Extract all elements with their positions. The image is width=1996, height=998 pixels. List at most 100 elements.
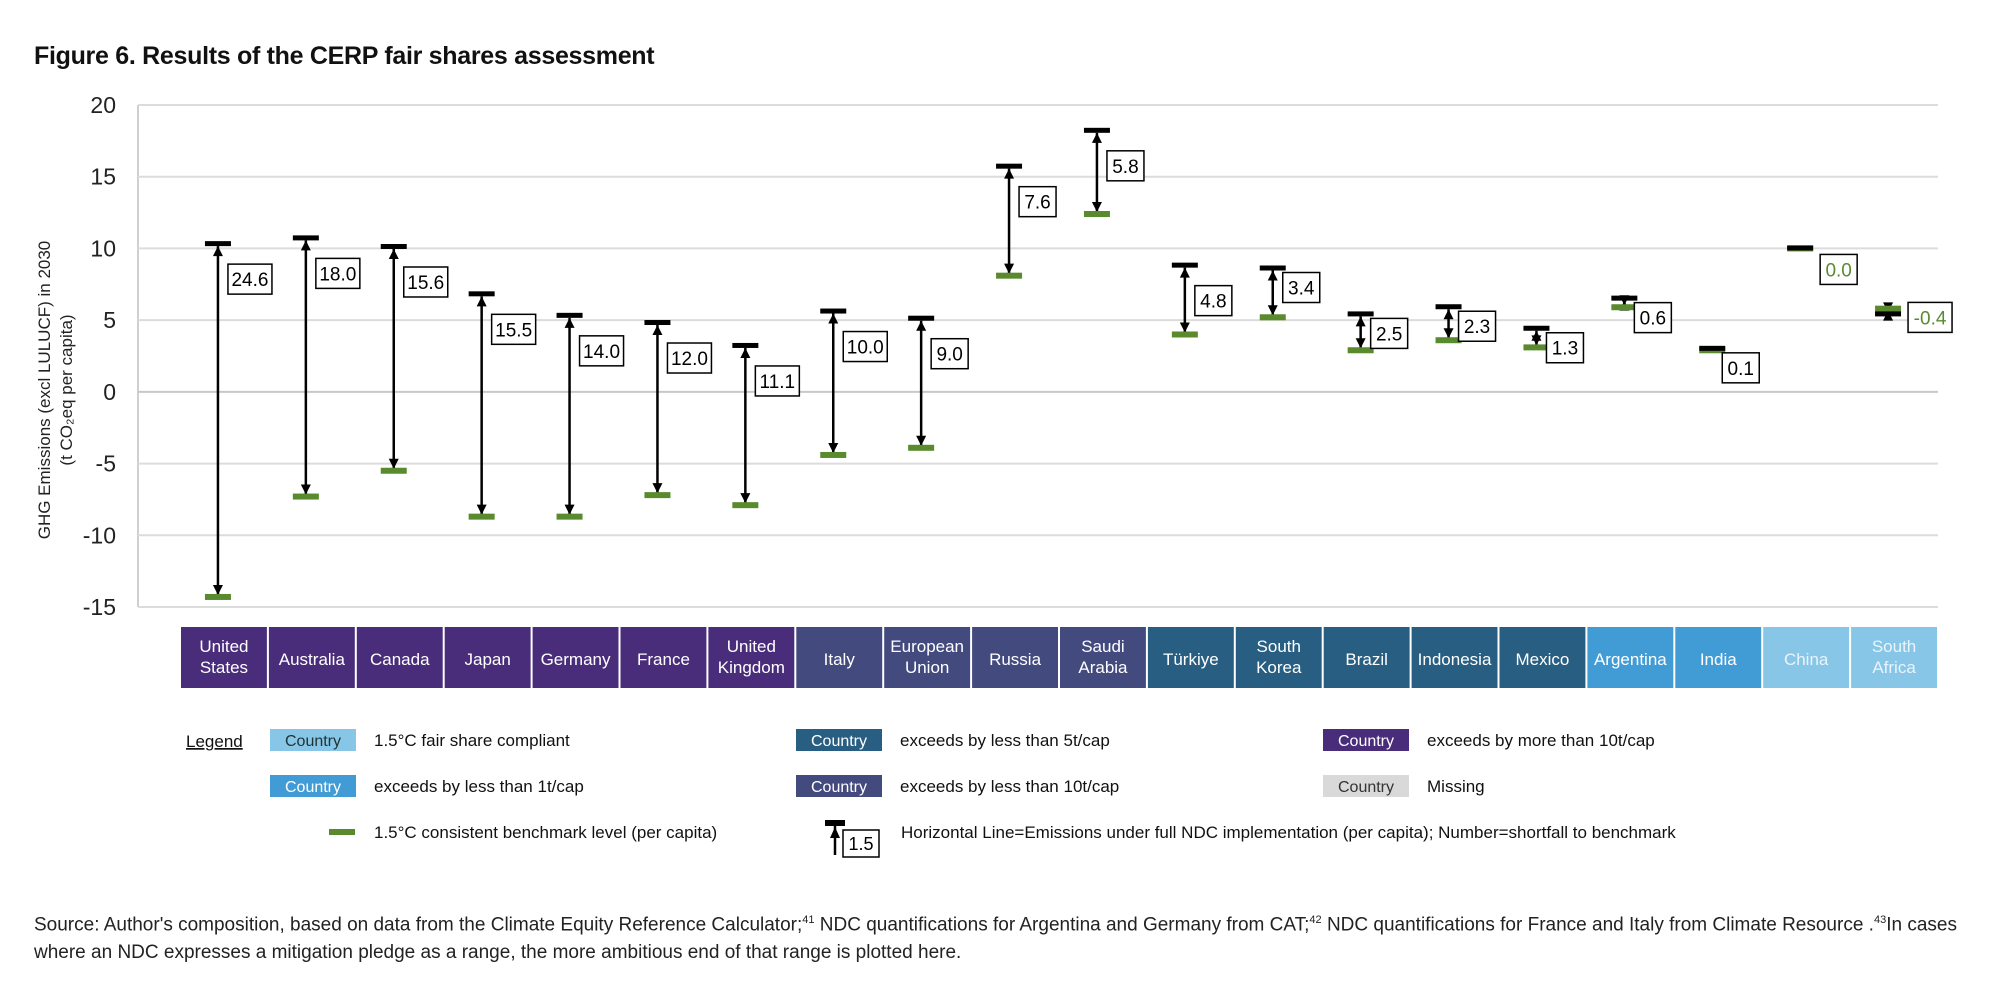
shortfall-label: 0.0 (1825, 260, 1851, 281)
category-label-line: United (727, 637, 776, 656)
arrowhead-up (476, 296, 487, 307)
category-label-line: Türkiye (1163, 650, 1219, 669)
y-axis-label-line2: (t CO₂eq per capita) (57, 314, 76, 465)
category-label: Germany (541, 650, 611, 669)
shortfall-label-box (754, 365, 801, 397)
benchmark-marker (1875, 305, 1902, 312)
category-label: Brazil (1345, 650, 1388, 669)
arrowhead-up (916, 320, 927, 331)
legend-swatch (270, 729, 356, 751)
country-marks: 12.0 (644, 320, 713, 499)
legend-item: Country exceeds by less than 10t/cap (796, 775, 1119, 797)
legend-swatch (1323, 775, 1409, 797)
arrowhead-up (828, 313, 839, 324)
benchmark-swatch (329, 829, 355, 835)
ndc-level-marker (292, 235, 319, 241)
shortfall-label-box (666, 342, 713, 374)
y-axis-label-line1: GHG Emissions (excl LULUCF) in 2030 (35, 241, 54, 540)
category-label-line: States (200, 658, 248, 677)
legend-swatch (1323, 729, 1409, 751)
country-marks: -0.4 (1875, 301, 1953, 334)
legend-item: Country exceeds by less than 1t/cap (270, 775, 584, 797)
benchmark-marker (820, 451, 847, 458)
category-label-line: South (1257, 637, 1301, 656)
country-marks: 0.6 (1611, 295, 1673, 334)
y-tick-label: 10 (90, 235, 116, 261)
ndc-level-marker (1435, 304, 1462, 310)
arrowhead-down (564, 504, 575, 515)
shortfall-label: 0.1 (1728, 359, 1754, 380)
category-label: Japan (464, 650, 510, 669)
ndc-level-marker (1875, 311, 1902, 317)
legend-swatch-text: Country (1338, 779, 1394, 796)
shortfall-label-box (1194, 284, 1233, 317)
shortfall-label-box (1369, 317, 1409, 350)
category-label: South Korea (1256, 637, 1302, 677)
shortfall-label: 12.0 (671, 349, 708, 370)
gridlines (137, 104, 1938, 608)
category-bar: United States Australia Canada Japan Germany F… (181, 627, 1937, 688)
arrowhead-down (1004, 263, 1015, 274)
legend-label: exceeds by less than 1t/cap (374, 777, 584, 796)
category-cell (884, 627, 971, 688)
category-label-line: Italy (824, 650, 856, 669)
category-cell (1323, 627, 1410, 688)
country-marks: 4.8 (1171, 262, 1233, 338)
arrowhead-down (916, 435, 927, 446)
category-label-line: Brazil (1345, 650, 1388, 669)
shortfall-label-box (1545, 331, 1585, 364)
benchmark-marker (1347, 347, 1374, 354)
shortfall-label: 0.6 (1640, 309, 1666, 330)
category-label: South Africa (1872, 637, 1916, 677)
country-marks: 10.0 (820, 308, 888, 458)
ndc-level-marker (1699, 345, 1726, 351)
ndc-level-marker (908, 315, 935, 321)
category-cell (1060, 627, 1146, 688)
category-cell (444, 627, 531, 688)
ndc-level-marker (380, 243, 407, 249)
arrowhead-down (1443, 328, 1454, 339)
ref-41: 41 (802, 914, 815, 926)
legend-label: Missing (1427, 777, 1485, 796)
legend-swatch-text: Country (285, 733, 341, 750)
arrowhead-down (1355, 338, 1366, 349)
benchmark-marker (908, 444, 935, 451)
arrowhead-up (1091, 132, 1102, 143)
category-label-line: China (1784, 650, 1829, 669)
category-cell (268, 627, 355, 688)
category-label-line: Indonesia (1418, 650, 1492, 669)
benchmark-marker (556, 513, 583, 520)
arrowhead-up (1179, 267, 1190, 278)
legend-item-benchmark: 1.5°C consistent benchmark level (per ca… (329, 823, 717, 842)
source-text-1: Source: Author's composition, based on d… (34, 914, 803, 936)
benchmark-marker (1611, 304, 1638, 311)
country-marks: 1.3 (1523, 325, 1585, 364)
category-label-line: Argentina (1594, 650, 1667, 669)
y-tick-label: 20 (90, 92, 116, 118)
category-cell (620, 627, 707, 688)
country-marks: 2.5 (1347, 311, 1409, 354)
category-cell (1851, 627, 1937, 688)
y-tick-label: 15 (90, 164, 116, 190)
legend-swatch-text: Country (285, 779, 341, 796)
y-tick-label: -15 (83, 594, 116, 620)
arrowhead-up (212, 246, 223, 257)
legend-swatch-text: Country (811, 733, 867, 750)
example-label-box (842, 829, 880, 858)
legend-swatch-text: Country (811, 779, 867, 796)
category-label-line: Japan (464, 650, 510, 669)
arrowhead-down (1531, 335, 1542, 346)
arrowhead-down (828, 442, 839, 453)
shortfall-label-box (490, 313, 537, 346)
benchmark-marker (292, 493, 319, 500)
shortfall-label: 4.8 (1200, 292, 1226, 313)
shortfall-label: 14.0 (583, 342, 620, 363)
category-label-line: Mexico (1516, 650, 1570, 669)
shortfall-label-box (930, 337, 969, 370)
country-marks: 18.0 (292, 235, 361, 500)
legend-item: Country exceeds by more than 10t/cap (1323, 729, 1655, 751)
category-label-line: United (199, 637, 248, 656)
arrowhead-up (388, 248, 399, 259)
arrowhead-down (652, 483, 663, 494)
country-marks: 5.8 (1083, 127, 1145, 218)
